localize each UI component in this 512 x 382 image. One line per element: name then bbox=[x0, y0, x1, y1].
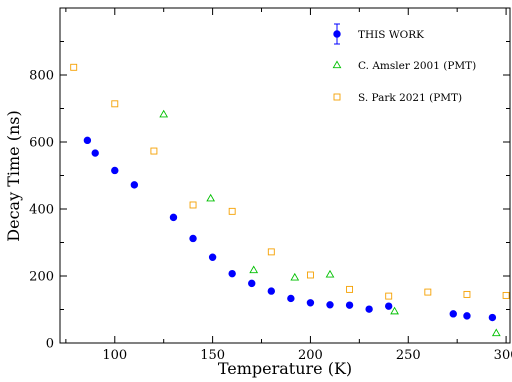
park-2021-point bbox=[267, 248, 275, 256]
this-work-point bbox=[326, 301, 334, 309]
plot-border bbox=[59, 7, 511, 344]
this-work-point bbox=[228, 269, 236, 278]
this-work-point bbox=[91, 149, 99, 157]
this-work-point bbox=[111, 166, 119, 175]
y-tick-label: 200 bbox=[29, 270, 54, 285]
amsler-2001-point bbox=[249, 265, 259, 274]
amsler-2001-point bbox=[390, 306, 399, 315]
legend-label: S. Park 2021 (PMT) bbox=[358, 92, 462, 104]
park-2021-point bbox=[385, 292, 393, 300]
amsler-2001-point bbox=[206, 193, 216, 202]
x-tick-label: 250 bbox=[396, 348, 421, 363]
y-tick-label: 800 bbox=[29, 69, 54, 84]
this-work-point bbox=[248, 279, 256, 288]
this-work-point bbox=[83, 136, 92, 145]
this-work-point bbox=[345, 301, 354, 309]
park-2021-point bbox=[502, 291, 510, 299]
legend-marker bbox=[332, 60, 342, 69]
y-tick-label: 0 bbox=[46, 337, 54, 352]
legend-marker bbox=[333, 30, 341, 38]
x-tick-label: 200 bbox=[298, 348, 323, 363]
this-work-point bbox=[463, 312, 471, 320]
legend: THIS WORK C. Amsler 2001 (PMT) S. Park 202… bbox=[332, 23, 476, 104]
y-tick-label: 600 bbox=[29, 136, 54, 151]
amsler-2001-point bbox=[290, 272, 300, 281]
legend-marker bbox=[333, 93, 341, 101]
park-2021-point bbox=[70, 63, 78, 71]
this-work-point bbox=[384, 302, 393, 310]
park-2021-point bbox=[346, 285, 354, 293]
this-work-point bbox=[287, 294, 295, 303]
park-2021-point bbox=[189, 201, 197, 209]
amsler-2001-point bbox=[491, 328, 501, 337]
x-tick-label: 100 bbox=[102, 348, 127, 363]
amsler-2001-point bbox=[325, 269, 335, 278]
x-tick-label: 150 bbox=[200, 348, 225, 363]
axis-ticks: 100 150 200 250 300 0 200 400 600 800 bbox=[29, 8, 512, 363]
plot-frame bbox=[59, 7, 511, 344]
y-tick-label: 400 bbox=[29, 203, 54, 218]
park-2021-point bbox=[150, 147, 158, 155]
park-2021-point bbox=[463, 290, 471, 298]
legend-label: C. Amsler 2001 (PMT) bbox=[358, 60, 476, 72]
this-work-point bbox=[365, 305, 373, 313]
park-2021-point bbox=[424, 288, 432, 296]
amsler-2001-point bbox=[159, 109, 169, 118]
this-work-point bbox=[306, 299, 315, 307]
this-work-point bbox=[267, 287, 276, 295]
this-work-point bbox=[208, 253, 217, 261]
x-axis-label: Temperature (K) bbox=[218, 359, 352, 378]
this-work-point bbox=[169, 213, 178, 222]
this-work-point bbox=[130, 181, 139, 189]
y-axis-label: Decay Time (ns) bbox=[4, 110, 23, 241]
park-2021-point bbox=[111, 100, 119, 108]
park-2021-point bbox=[228, 207, 236, 215]
x-tick-label: 300 bbox=[494, 348, 512, 363]
this-work-point bbox=[189, 234, 197, 243]
this-work-point bbox=[449, 310, 457, 318]
legend-label: THIS WORK bbox=[358, 29, 424, 41]
this-work-point bbox=[488, 313, 497, 322]
park-2021-point bbox=[306, 271, 314, 279]
data-points bbox=[70, 63, 510, 337]
